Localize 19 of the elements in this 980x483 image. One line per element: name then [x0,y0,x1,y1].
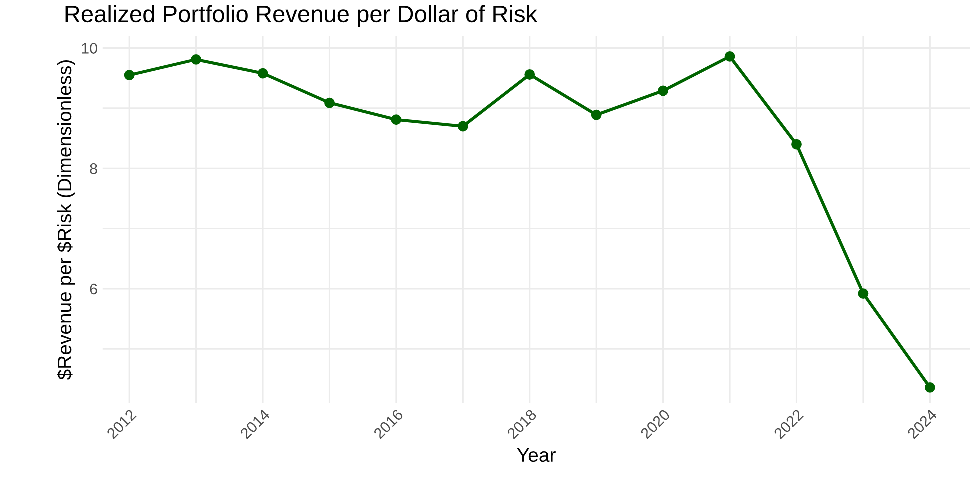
point [591,110,602,120]
y-axis-title: $Revenue per $Risk (Dimensionless) [57,60,76,380]
point [324,98,335,108]
y-tick-label: 6 [90,284,98,295]
point [658,86,669,96]
point [391,114,402,126]
point [792,139,802,150]
point [524,70,536,80]
point [858,288,869,299]
point [924,382,936,393]
point [724,51,736,62]
chart-title: Realized Portfolio Revenue per Dollar of Risk [66,5,538,28]
y-tick-label: 10 [82,43,98,54]
point [124,70,135,81]
y-tick-label: 8 [90,163,98,174]
point [258,68,268,79]
x-axis-title: Year [517,448,556,462]
point [191,54,202,65]
point [458,121,468,132]
